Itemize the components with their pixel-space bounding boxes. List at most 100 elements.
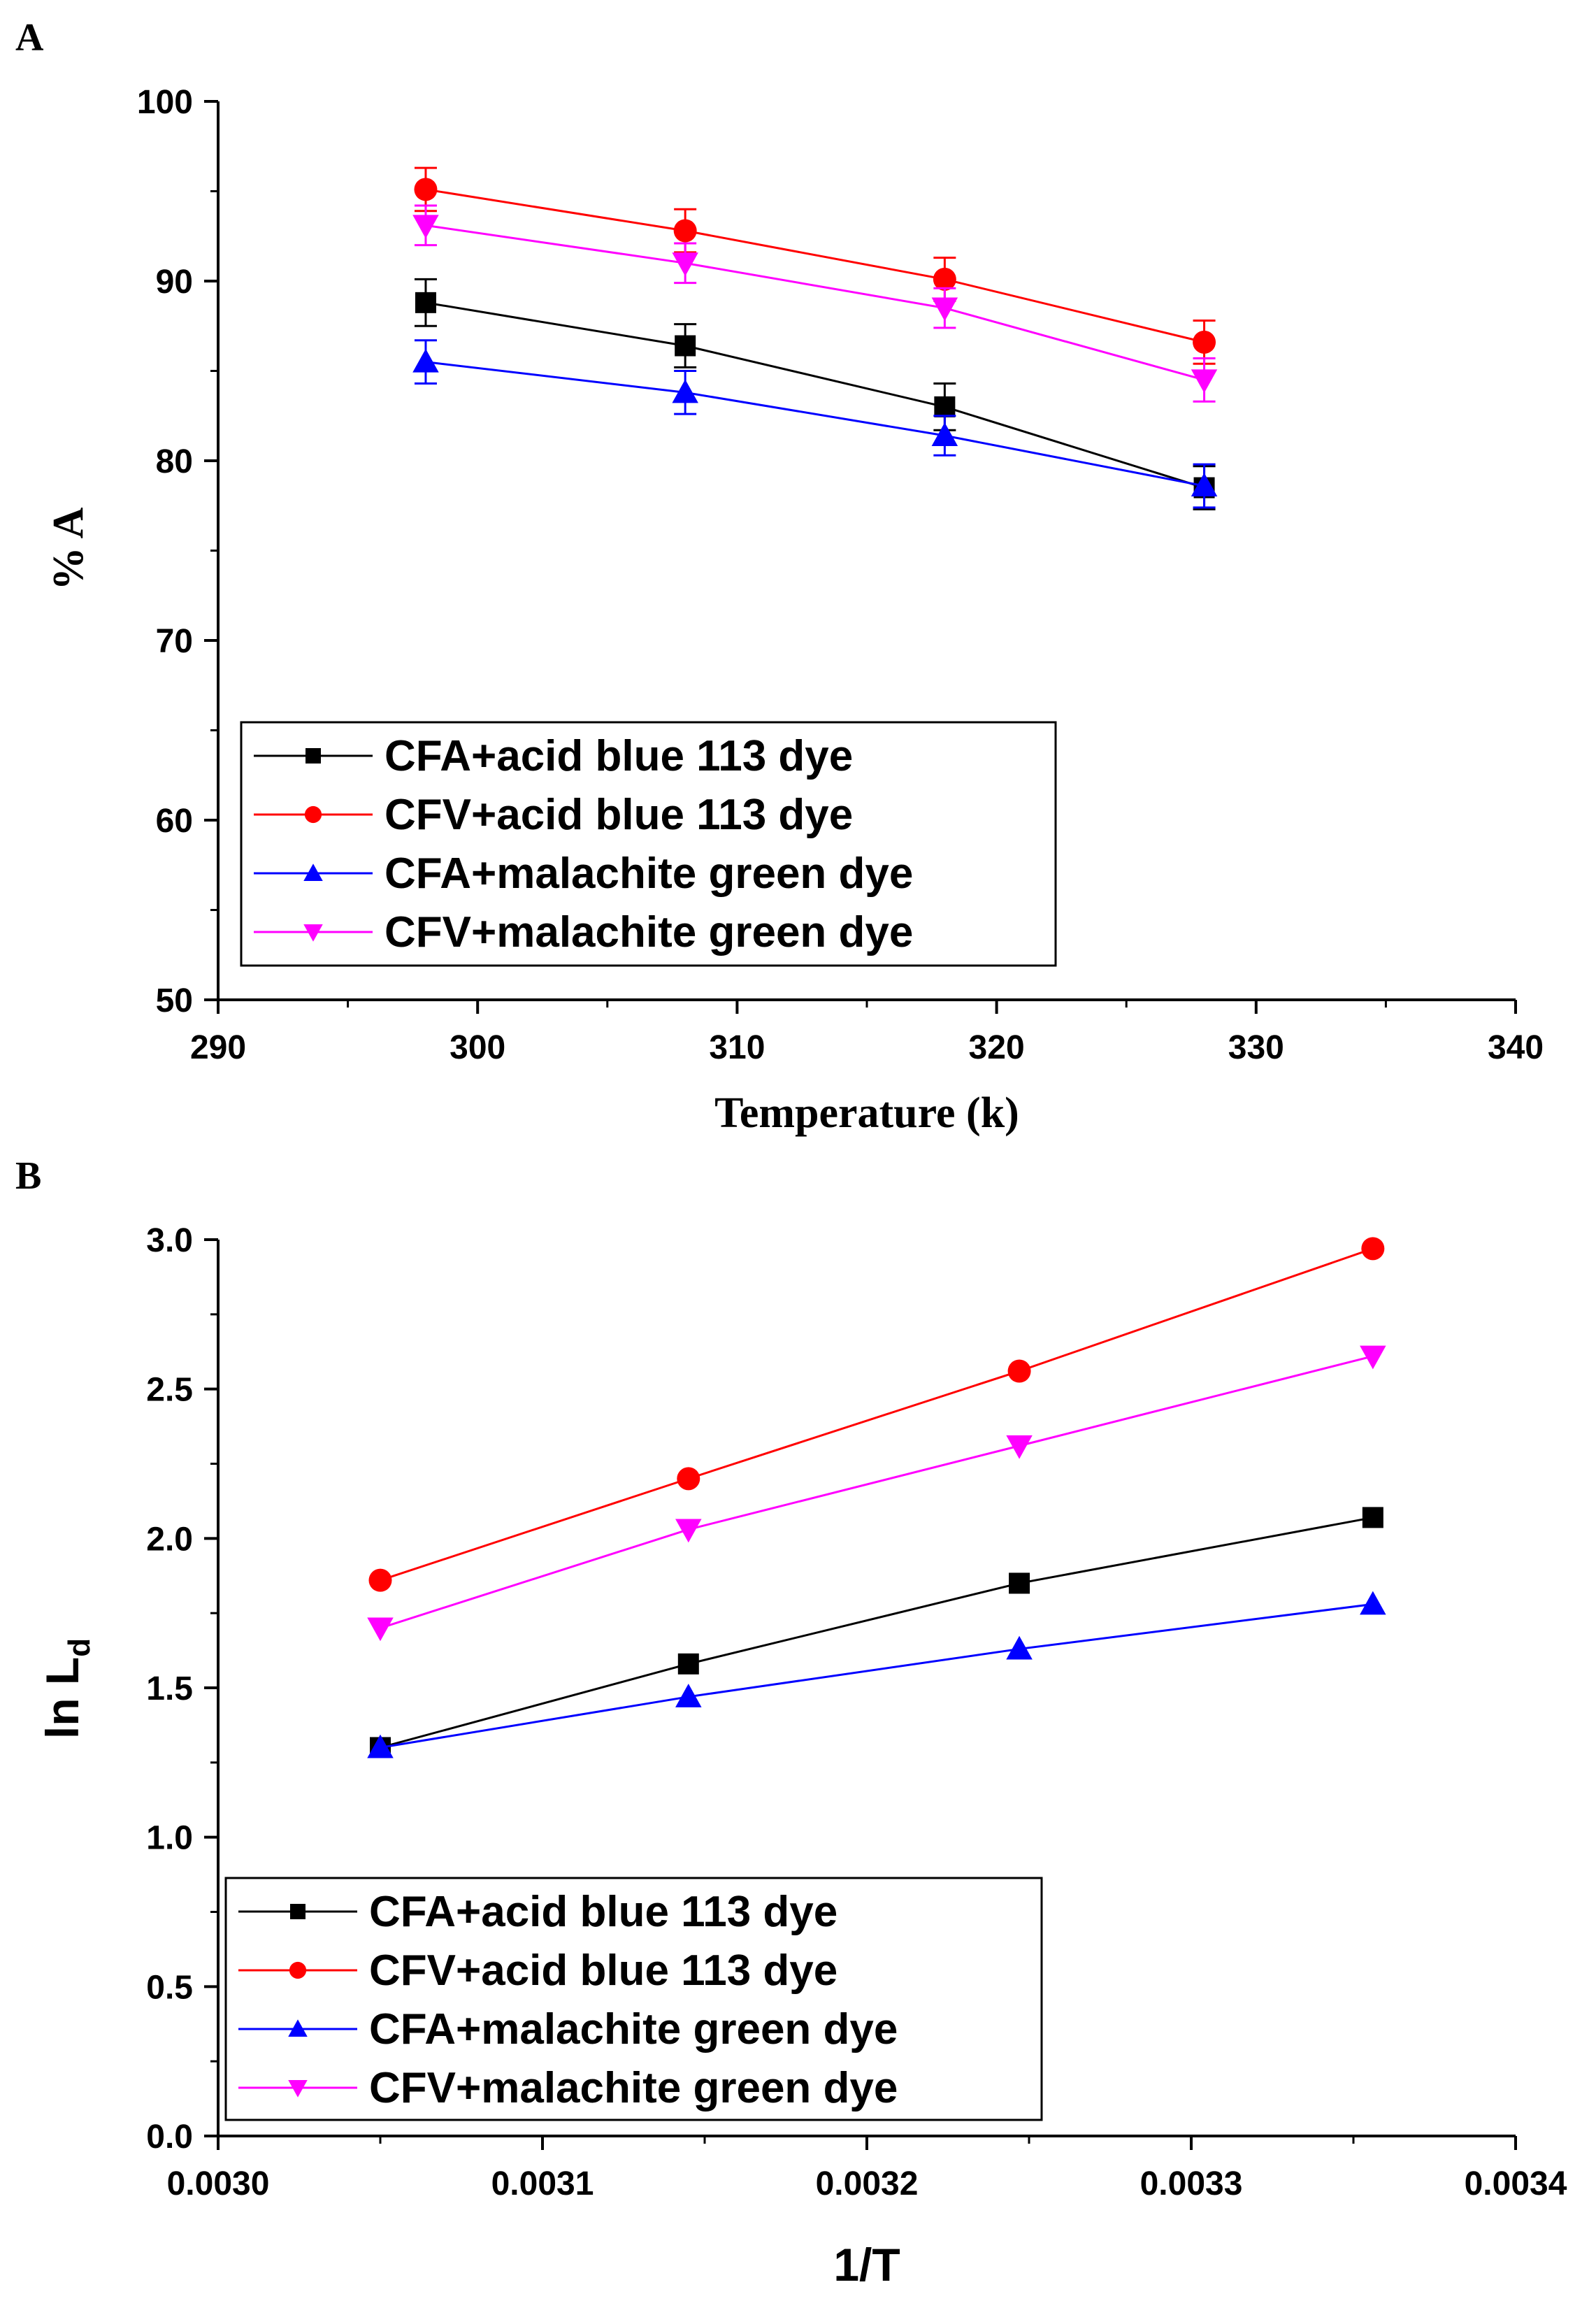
x-tick-label: 0.0030: [167, 2165, 270, 2202]
data-point: [675, 1684, 702, 1707]
x-tick-label: 310: [709, 1029, 765, 1066]
chart-a: 290 300 310 320 330 340 50 60 70 80 90 100 Temperatu…: [45, 84, 1544, 1137]
x-tick-label: 320: [969, 1029, 1025, 1066]
x-tick-label: 290: [190, 1029, 246, 1066]
data-point: [1007, 1359, 1031, 1383]
y-tick-label: 60: [156, 803, 193, 840]
legend-label: CFA+acid blue 113 dye: [384, 732, 853, 780]
legend-label: CFV+acid blue 113 dye: [369, 1947, 837, 1995]
x-tick-label: 0.0032: [816, 2165, 919, 2202]
data-point: [934, 396, 956, 417]
x-axis-title: 1/T: [833, 2239, 900, 2291]
data-point: [1006, 1635, 1033, 1660]
y-tick-label: 100: [137, 84, 193, 121]
data-point: [673, 219, 697, 243]
data-point: [1360, 1591, 1386, 1615]
legend-marker: [304, 805, 322, 824]
legend-marker: [290, 1904, 305, 1919]
legend-label: CFA+acid blue 113 dye: [369, 1888, 837, 1936]
data-point: [1191, 369, 1218, 394]
data-point: [412, 215, 439, 239]
legend-marker: [288, 2080, 308, 2098]
series-line: [380, 1355, 1374, 1629]
series-line: [380, 1516, 1374, 1749]
legend-label: CFV+malachite green dye: [369, 2064, 898, 2112]
data-point: [931, 422, 958, 447]
series-3: [367, 1591, 1386, 1758]
data-point: [931, 297, 958, 322]
legend-marker: [289, 1961, 307, 1979]
series-line: [380, 1247, 1374, 1582]
y-tick-label: 90: [156, 264, 193, 301]
panel-letter-b: B: [15, 1154, 41, 1198]
data-point: [412, 348, 439, 373]
data-point: [368, 1568, 392, 1592]
series-1: [370, 1507, 1383, 1758]
data-point: [1193, 330, 1216, 354]
series-2: [368, 1237, 1385, 1592]
x-tick-label: 0.0031: [491, 2165, 594, 2202]
legend-label: CFA+malachite green dye: [384, 850, 913, 898]
data-point: [367, 1617, 394, 1642]
legend: CFA+acid blue 113 dye CFV+acid blue 113 d…: [240, 721, 1057, 967]
data-point: [1362, 1507, 1383, 1528]
data-point: [1360, 1345, 1386, 1370]
x-tick-label: 340: [1488, 1029, 1544, 1066]
series-line: [425, 361, 1205, 487]
x-tick-label: 330: [1228, 1029, 1284, 1066]
panel-letter-a: A: [15, 16, 44, 59]
data-point: [672, 379, 698, 403]
series-line: [380, 1603, 1374, 1749]
legend-marker: [288, 2019, 308, 2037]
series-line: [425, 301, 1205, 489]
series-1: [414, 278, 1216, 510]
chart-b: 0.0030 0.0031 0.0032 0.0033 0.0034 0.0 0.5 1.0 1…: [36, 1222, 1567, 2291]
series-4: [412, 204, 1218, 403]
legend-label: CFV+malachite green dye: [384, 908, 913, 956]
series-2: [414, 166, 1216, 365]
data-point: [677, 1467, 700, 1491]
series-4: [367, 1345, 1386, 1642]
data-point: [1006, 1435, 1033, 1459]
data-point: [933, 267, 956, 291]
y-axis-title-subscript: d: [62, 1638, 96, 1657]
x-tick-label: 300: [450, 1029, 505, 1066]
y-axis-title: % A: [45, 507, 92, 590]
y-axis-title: ln Ld: [36, 1638, 96, 1739]
data-point: [1361, 1237, 1385, 1261]
series-3: [412, 339, 1218, 509]
y-tick-label: 2.5: [146, 1372, 193, 1409]
y-tick-label: 50: [156, 982, 193, 1019]
y-tick-label: 70: [156, 623, 193, 660]
legend-label: CFV+acid blue 113 dye: [384, 791, 853, 839]
y-tick-label: 1.5: [146, 1670, 193, 1707]
data-point: [367, 1734, 394, 1758]
x-tick-label: 0.0033: [1140, 2165, 1243, 2202]
legend-marker: [303, 924, 323, 942]
legend: CFA+acid blue 113 dye CFV+acid blue 113 d…: [224, 1877, 1043, 2121]
y-tick-label: 0.5: [146, 1969, 193, 2006]
legend-marker: [305, 748, 321, 764]
series-line: [425, 188, 1205, 343]
legend-box: [224, 1877, 1043, 2121]
data-point: [1009, 1572, 1030, 1594]
y-tick-label: 3.0: [146, 1222, 193, 1259]
data-point: [675, 1519, 702, 1543]
legend-box: [240, 721, 1057, 967]
data-point: [675, 335, 696, 357]
legend-marker: [303, 863, 323, 881]
data-point: [414, 178, 438, 201]
series-line: [425, 224, 1205, 381]
x-tick-label: 0.0034: [1465, 2165, 1567, 2202]
data-point: [1191, 473, 1218, 496]
legend-label: CFA+malachite green dye: [369, 2005, 898, 2053]
y-tick-label: 1.0: [146, 1820, 193, 1857]
data-point: [672, 252, 698, 277]
y-tick-label: 2.0: [146, 1521, 193, 1558]
y-tick-label: 80: [156, 443, 193, 480]
x-axis-title: Temperature (k): [714, 1089, 1019, 1137]
data-point: [415, 292, 436, 313]
y-tick-label: 0.0: [146, 2119, 193, 2156]
data-point: [677, 1653, 699, 1675]
